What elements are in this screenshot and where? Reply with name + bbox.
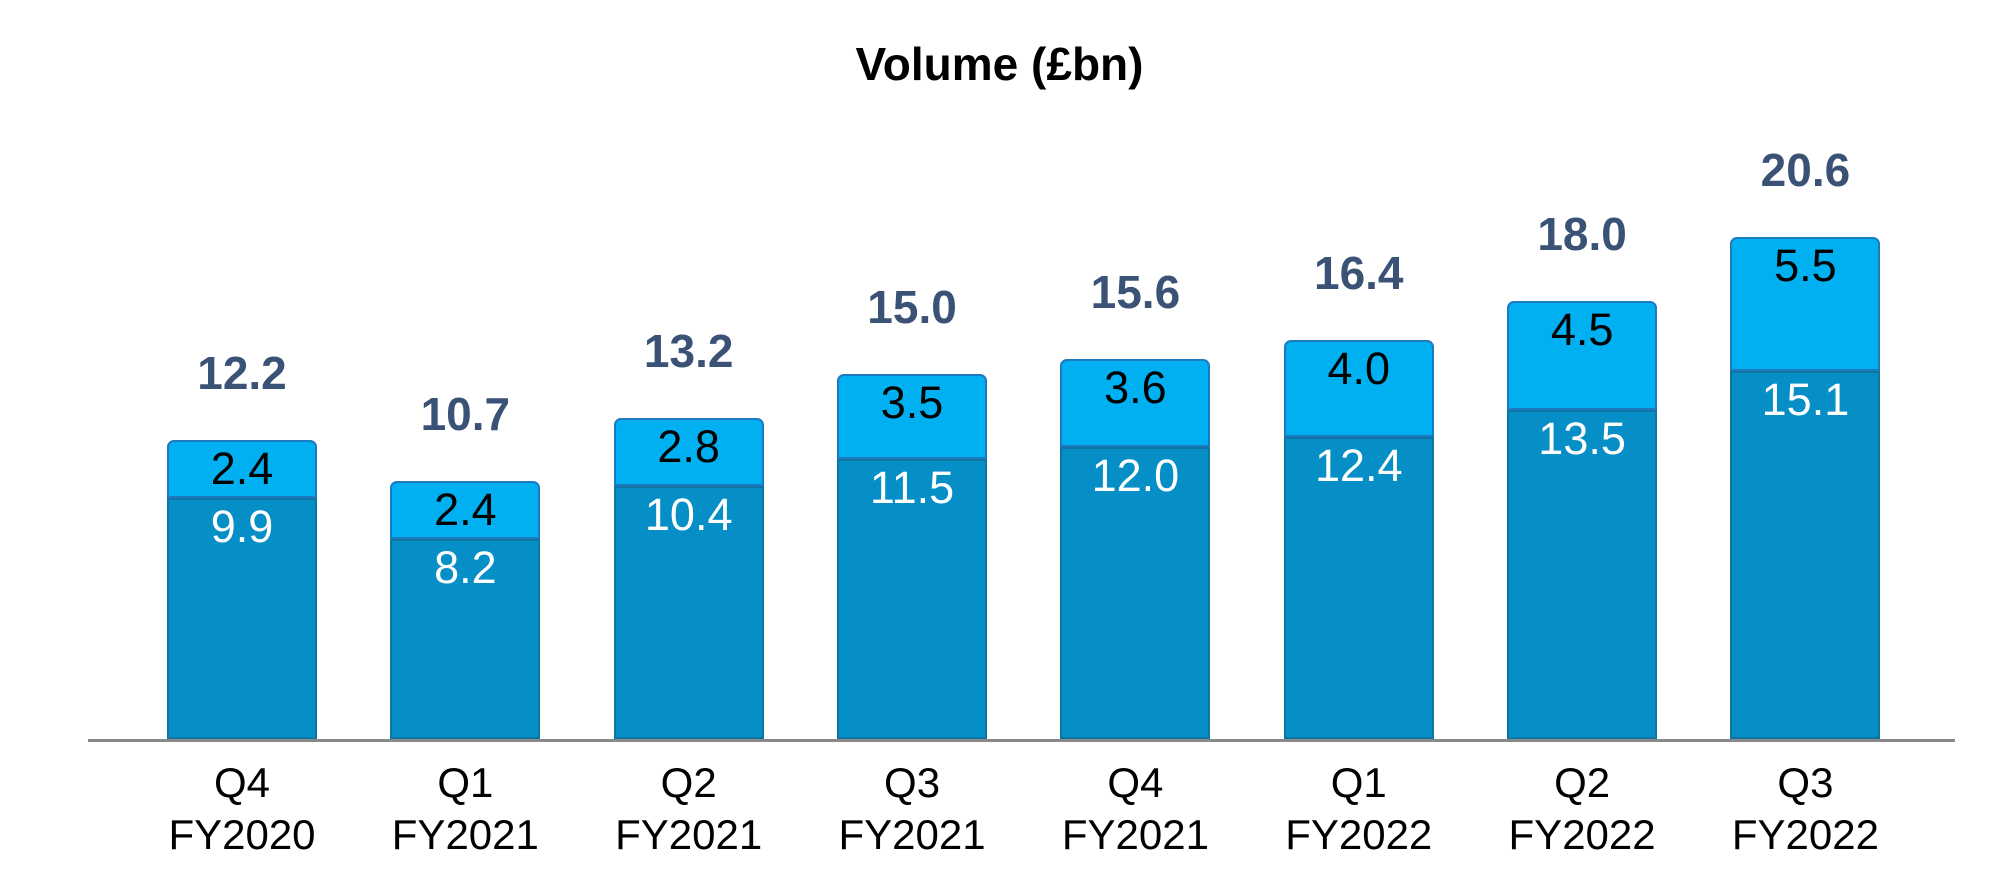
x-axis-label-fiscal-year: FY2020 [168, 811, 316, 858]
x-axis-label-quarter: Q4 [1107, 759, 1164, 806]
bar-segment-bottom: 13.5 [1507, 410, 1658, 739]
x-axis-label: Q1 FY2022 [1229, 757, 1489, 861]
x-axis-label: Q1 FY2021 [335, 757, 595, 861]
x-axis-label-quarter: Q1 [1330, 759, 1387, 806]
bar-total-label: 13.2 [643, 324, 734, 377]
bar-segment-top: 2.4 [167, 439, 317, 498]
segment-value-label: 3.6 [1104, 362, 1167, 414]
bar-segment-top: 4.0 [1283, 339, 1434, 438]
x-axis-label: Q4 FY2020 [112, 757, 372, 861]
chart-title: Volume (£bn) [855, 38, 1144, 90]
bar-total-label: 20.6 [1760, 144, 1851, 197]
bar-segment-bottom: 8.2 [390, 539, 541, 739]
bar-segment-top: 2.4 [390, 480, 541, 540]
bar-segment-bottom: 11.5 [837, 458, 988, 739]
x-axis-label-fiscal-year: FY2021 [391, 811, 539, 858]
segment-value-label: 15.1 [1761, 374, 1850, 426]
x-axis-label: Q2 FY2022 [1452, 757, 1712, 861]
segment-value-label: 8.2 [434, 542, 497, 594]
bar-segment-bottom: 12.0 [1060, 446, 1211, 739]
bar-segment-bottom: 10.4 [613, 485, 764, 739]
x-axis-label-fiscal-year: FY2022 [1731, 811, 1879, 858]
x-axis-label-quarter: Q3 [884, 759, 941, 806]
segment-value-label: 11.5 [869, 461, 955, 513]
bar-segment-bottom: 9.9 [167, 497, 317, 739]
bar-segment-top: 5.5 [1730, 237, 1881, 372]
x-axis-label: Q3 FY2022 [1675, 757, 1935, 861]
segment-value-label: 5.5 [1774, 240, 1837, 292]
x-axis-label-quarter: Q3 [1777, 759, 1834, 806]
x-axis-label-fiscal-year: FY2021 [615, 811, 763, 858]
bar-total-label: 15.0 [867, 280, 957, 333]
bar-total-label: 10.7 [420, 387, 511, 440]
segment-value-label: 4.0 [1327, 342, 1391, 394]
x-axis-label-quarter: Q4 [213, 759, 271, 806]
segment-value-label: 4.5 [1550, 303, 1614, 355]
segment-value-label: 12.4 [1314, 440, 1403, 492]
bar-total-label: 18.0 [1537, 207, 1627, 260]
segment-value-label: 3.5 [880, 376, 944, 428]
bar-segment-top: 2.8 [613, 417, 764, 486]
x-axis-label: Q2 FY2021 [559, 757, 819, 861]
x-axis-label-quarter: Q2 [1554, 759, 1611, 806]
segment-value-label: 12.0 [1091, 449, 1180, 501]
segment-value-label: 13.5 [1538, 413, 1626, 465]
bar-total-label: 15.6 [1090, 266, 1181, 319]
segment-value-label: 2.4 [210, 442, 274, 494]
x-axis-line [88, 739, 1955, 742]
x-axis-label-fiscal-year: FY2022 [1508, 811, 1656, 858]
x-axis-label: Q4 FY2021 [1005, 757, 1265, 861]
segment-value-label: 2.4 [434, 483, 497, 535]
x-axis-label-fiscal-year: FY2021 [1061, 811, 1209, 858]
x-axis-label-fiscal-year: FY2022 [1285, 811, 1433, 858]
bar-segment-bottom: 15.1 [1730, 371, 1881, 739]
bar-segment-top: 4.5 [1507, 300, 1658, 411]
x-axis-label-fiscal-year: FY2021 [838, 811, 986, 858]
bar-total-label: 12.2 [197, 346, 287, 399]
segment-value-label: 2.8 [657, 420, 720, 472]
x-axis-label-quarter: Q1 [437, 759, 494, 806]
x-axis-label-quarter: Q2 [660, 759, 717, 806]
bar-segment-bottom: 12.4 [1283, 437, 1434, 739]
x-axis-label: Q3 FY2021 [782, 757, 1042, 861]
bar-segment-top: 3.6 [1060, 359, 1211, 447]
bar-segment-top: 3.5 [837, 373, 988, 459]
segment-value-label: 10.4 [644, 488, 733, 540]
bar-total-label: 16.4 [1313, 246, 1404, 299]
segment-value-label: 9.9 [210, 500, 274, 552]
